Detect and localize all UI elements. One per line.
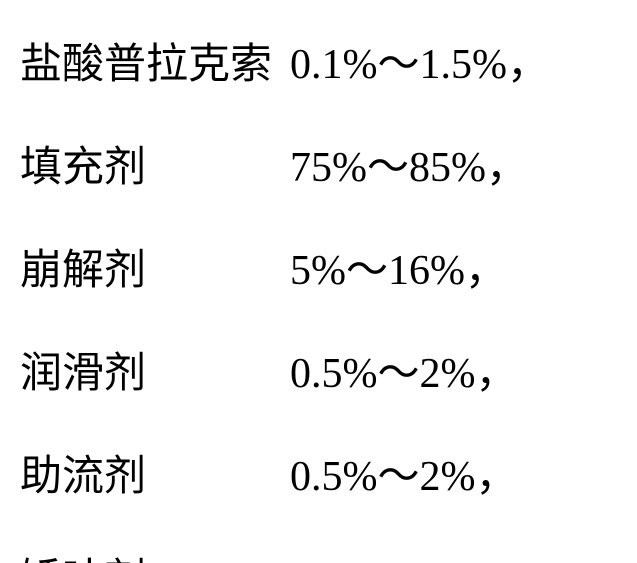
ingredient-label: 矫味剂 [20,545,290,563]
ingredient-label: 润滑剂 [20,339,290,400]
table-row: 润滑剂 0.5%～2%， [20,339,617,400]
table-row: 矫味剂 1%～4%。 [20,545,617,563]
ingredient-value: 0.5%～2%， [290,339,517,400]
ingredient-label: 填充剂 [20,133,290,194]
ingredient-value: 5%～16%， [290,236,507,297]
ingredient-label: 崩解剂 [20,236,290,297]
ingredient-label: 助流剂 [20,442,290,503]
table-row: 崩解剂 5%～16%， [20,236,617,297]
ingredient-value: 75%～85%， [290,133,528,194]
ingredient-value: 1%～4%。 [290,545,486,563]
ingredient-value: 0.1%～1.5%， [290,30,549,91]
table-row: 助流剂 0.5%～2%， [20,442,617,503]
table-row: 填充剂 75%～85%， [20,133,617,194]
ingredient-value: 0.5%～2%， [290,442,517,503]
table-row: 盐酸普拉克索 0.1%～1.5%， [20,30,617,91]
ingredient-list: 盐酸普拉克索 0.1%～1.5%， 填充剂 75%～85%， 崩解剂 5%～16… [0,0,637,563]
ingredient-label: 盐酸普拉克索 [20,30,290,91]
